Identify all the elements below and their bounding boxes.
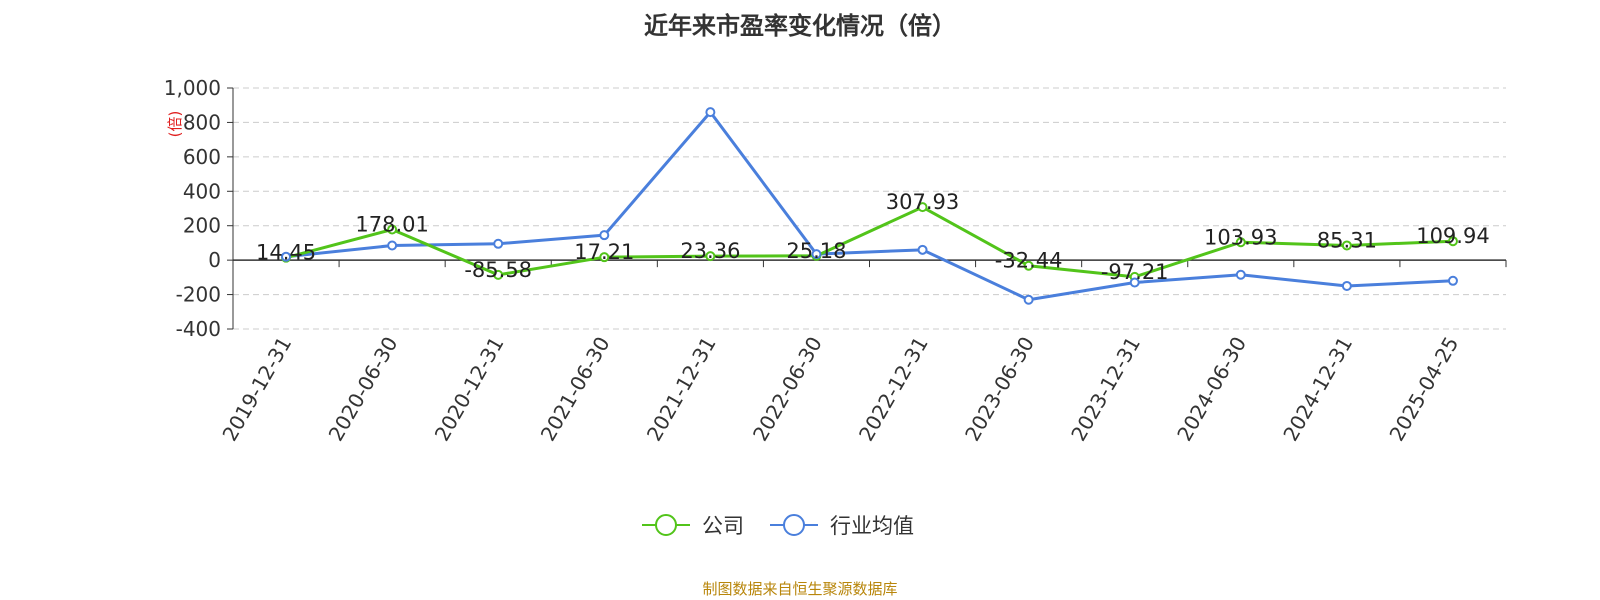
chart-title: 近年来市盈率变化情况（倍） xyxy=(644,12,956,40)
y-tick-label: 0 xyxy=(208,248,221,272)
data-point xyxy=(387,240,398,251)
x-tick-label: 2023-06-30 xyxy=(960,333,1039,446)
data-point xyxy=(705,107,716,118)
data-point xyxy=(1447,275,1458,286)
data-label: 25.18 xyxy=(786,239,846,263)
x-tick-label: 2023-12-31 xyxy=(1066,333,1145,446)
y-tick-label: -400 xyxy=(176,317,221,341)
data-source-note: 制图数据来自恒生聚源数据库 xyxy=(702,580,898,598)
data-point xyxy=(917,202,928,213)
x-tick-label: 2021-12-31 xyxy=(642,333,721,446)
data-point xyxy=(1235,237,1246,248)
data-point xyxy=(1023,260,1034,271)
data-point xyxy=(811,249,822,260)
y-tick-label: 200 xyxy=(183,214,221,238)
data-point xyxy=(1447,236,1458,247)
data-label: 14.45 xyxy=(256,241,316,265)
data-point xyxy=(599,252,610,263)
series-line xyxy=(285,110,1454,302)
data-label: 85.31 xyxy=(1317,228,1377,252)
x-tick-label: 2022-06-30 xyxy=(748,333,827,446)
y-tick-label: -200 xyxy=(176,283,221,307)
x-tick-label: 2021-06-30 xyxy=(536,333,615,446)
x-tick-label: 2022-12-31 xyxy=(854,333,933,446)
legend-label: 行业均值 xyxy=(830,514,914,538)
legend-marker xyxy=(783,514,805,536)
data-point xyxy=(281,251,292,262)
x-tick-label: 2025-04-25 xyxy=(1384,333,1463,446)
y-tick-label: 800 xyxy=(183,110,221,134)
x-tick-label: 2020-12-31 xyxy=(430,333,509,446)
data-point xyxy=(387,224,398,235)
y-tick-label: 400 xyxy=(183,179,221,203)
y-axis-label: (倍) xyxy=(166,111,184,138)
data-label: 23.36 xyxy=(680,239,740,263)
data-label: 307.93 xyxy=(886,190,959,214)
data-label: 103.93 xyxy=(1204,225,1277,249)
x-tick-label: 2024-06-30 xyxy=(1172,333,1251,446)
data-point xyxy=(493,269,504,280)
data-point xyxy=(705,251,716,262)
data-point xyxy=(917,244,928,255)
data-point xyxy=(493,238,504,249)
data-point xyxy=(1023,294,1034,305)
data-label: 17.21 xyxy=(574,240,634,264)
data-label: 109.94 xyxy=(1416,224,1489,248)
data-label: -97.21 xyxy=(1101,260,1169,284)
series-line xyxy=(285,205,1454,279)
data-point xyxy=(1129,277,1140,288)
x-tick-label: 2024-12-31 xyxy=(1278,333,1357,446)
data-label: -85.58 xyxy=(464,258,532,282)
data-label: 178.01 xyxy=(355,212,428,236)
x-tick-label: 2020-06-30 xyxy=(324,333,403,446)
data-point xyxy=(1341,240,1352,251)
y-tick-label: 600 xyxy=(183,145,221,169)
data-label: -32.44 xyxy=(995,249,1063,273)
legend-marker xyxy=(655,514,677,536)
data-point xyxy=(1235,269,1246,280)
legend-label: 公司 xyxy=(702,514,744,538)
data-point xyxy=(1341,280,1352,291)
x-tick-label: 2019-12-31 xyxy=(217,333,296,446)
data-point xyxy=(599,230,610,241)
y-tick-label: 1,000 xyxy=(164,76,221,100)
